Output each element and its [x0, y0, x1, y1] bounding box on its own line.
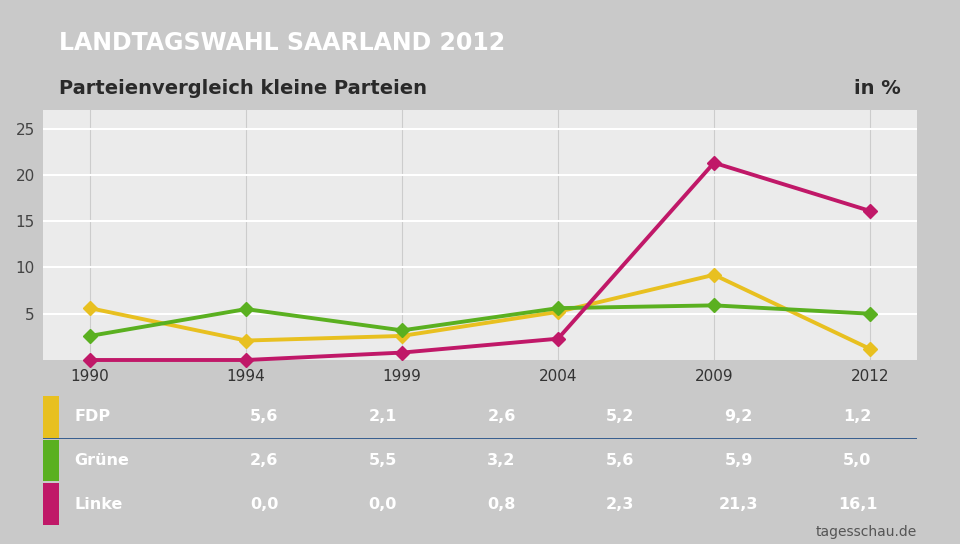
Text: Grüne: Grüne: [75, 453, 130, 468]
Text: Linke: Linke: [75, 497, 123, 512]
Text: 5,6: 5,6: [250, 409, 278, 424]
Text: Parteienvergleich kleine Parteien: Parteienvergleich kleine Parteien: [59, 79, 427, 98]
Text: 2009: 2009: [695, 369, 733, 384]
Text: 16,1: 16,1: [838, 497, 877, 512]
Text: tagesschau.de: tagesschau.de: [816, 524, 917, 539]
Text: 2,1: 2,1: [369, 409, 397, 424]
Text: 1999: 1999: [383, 369, 421, 384]
Text: 1990: 1990: [71, 369, 109, 384]
Text: 1,2: 1,2: [843, 409, 872, 424]
Text: 0,0: 0,0: [369, 497, 397, 512]
Text: 2012: 2012: [851, 369, 889, 384]
Bar: [43, 396, 59, 438]
Text: 5,0: 5,0: [843, 453, 872, 468]
Text: FDP: FDP: [75, 409, 110, 424]
Bar: [43, 483, 59, 525]
Text: 3,2: 3,2: [488, 453, 516, 468]
Text: LANDTAGSWAHL SAARLAND 2012: LANDTAGSWAHL SAARLAND 2012: [59, 31, 505, 55]
Text: 2004: 2004: [539, 369, 577, 384]
Text: 21,3: 21,3: [719, 497, 758, 512]
Text: 1994: 1994: [227, 369, 265, 384]
Text: 5,9: 5,9: [725, 453, 753, 468]
Bar: [43, 440, 59, 481]
Text: 0,0: 0,0: [250, 497, 278, 512]
Text: 5,6: 5,6: [606, 453, 635, 468]
Text: 0,8: 0,8: [488, 497, 516, 512]
Text: 2,6: 2,6: [488, 409, 516, 424]
Text: in %: in %: [854, 79, 901, 98]
Text: 5,5: 5,5: [369, 453, 397, 468]
Text: 2,6: 2,6: [250, 453, 278, 468]
Text: 5,2: 5,2: [606, 409, 635, 424]
Text: 2,3: 2,3: [606, 497, 635, 512]
Text: 9,2: 9,2: [725, 409, 753, 424]
